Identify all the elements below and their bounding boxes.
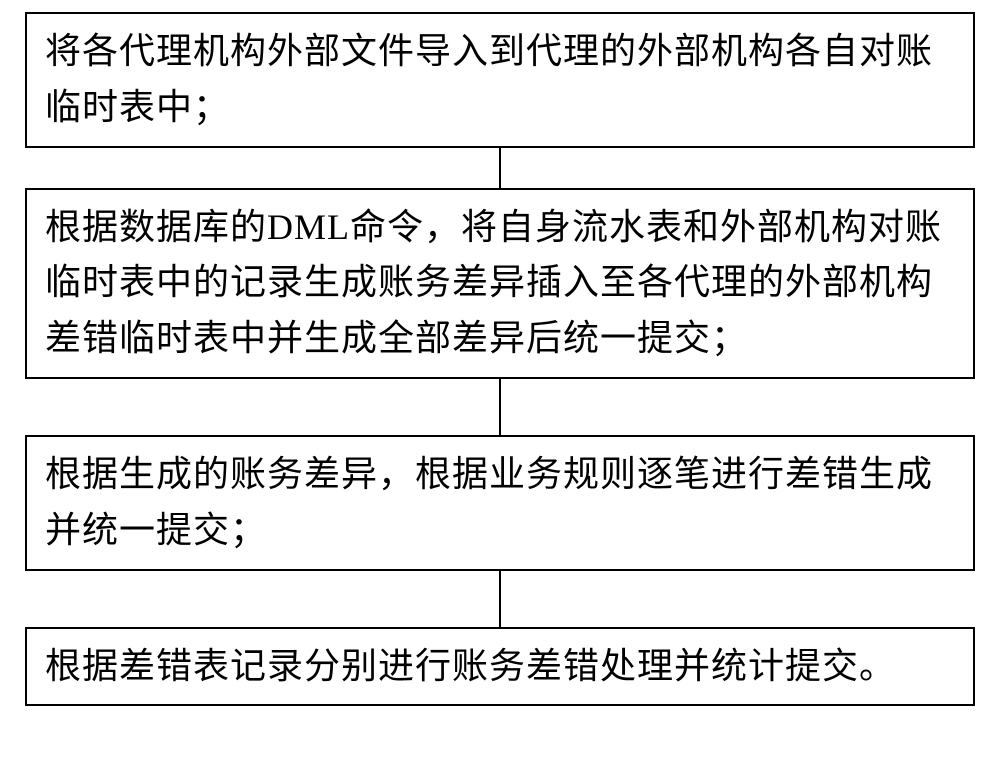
flowchart-connector-1 xyxy=(499,148,501,188)
flowchart-connector-2 xyxy=(499,379,501,435)
flowchart-step-1-text: 将各代理机构外部文件导入到代理的外部机构各自对账临时表中； xyxy=(45,31,933,127)
flowchart-step-1: 将各代理机构外部文件导入到代理的外部机构各自对账临时表中； xyxy=(25,12,975,148)
flowchart-step-4-text: 根据差错表记录分别进行账务差错处理并统计提交。 xyxy=(45,646,896,686)
flowchart-step-2-text: 根据数据库的DML命令，将自身流水表和外部机构对账临时表中的记录生成账务差异插入… xyxy=(45,207,942,359)
flowchart-connector-3 xyxy=(499,571,501,627)
flowchart-step-3-text: 根据生成的账务差异，根据业务规则逐笔进行差错生成并统一提交； xyxy=(45,454,933,550)
flowchart-step-3: 根据生成的账务差异，根据业务规则逐笔进行差错生成并统一提交； xyxy=(25,435,975,571)
flowchart-step-2: 根据数据库的DML命令，将自身流水表和外部机构对账临时表中的记录生成账务差异插入… xyxy=(25,188,975,379)
flowchart-step-4: 根据差错表记录分别进行账务差错处理并统计提交。 xyxy=(25,627,975,707)
flowchart-container: 将各代理机构外部文件导入到代理的外部机构各自对账临时表中； 根据数据库的DML命… xyxy=(25,12,975,706)
